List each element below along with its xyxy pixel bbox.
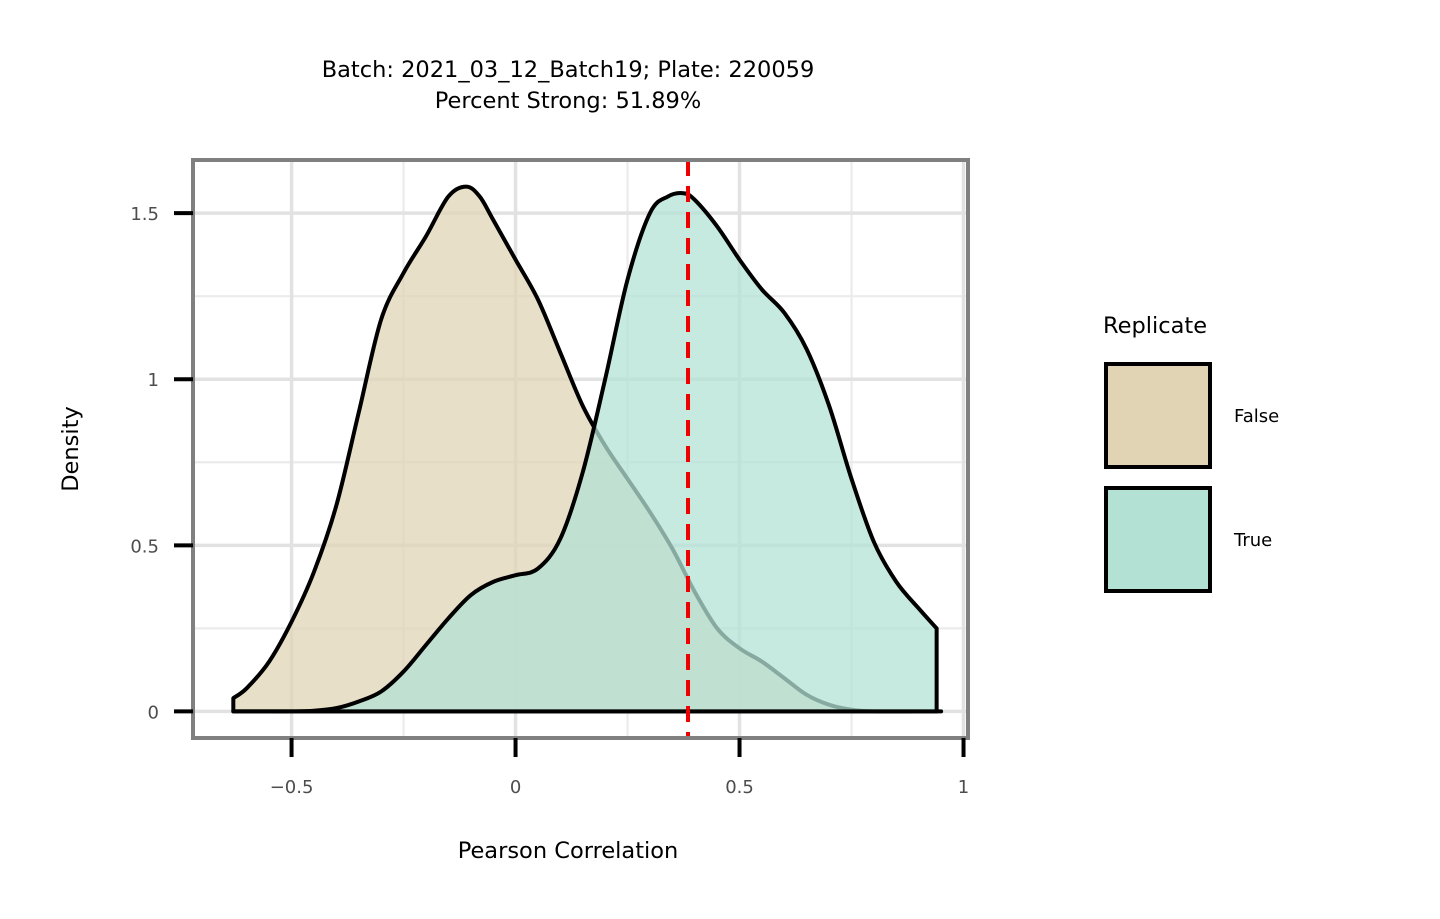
legend-swatch-false (1104, 362, 1212, 469)
x-tick-label: 1 (958, 777, 969, 798)
density-area-true (231, 191, 939, 714)
y-tick-label: 0.5 (130, 536, 159, 557)
y-tick-label: 0 (148, 702, 159, 723)
chart-title: Batch: 2021_03_12_Batch19; Plate: 220059 (322, 57, 815, 83)
plot-panel-border (191, 158, 970, 740)
legend: Replicate False True (1103, 313, 1279, 593)
x-tick-label: 0.5 (725, 777, 754, 798)
legend-label-false: False (1234, 406, 1279, 427)
legend-entries: False True (1104, 362, 1279, 593)
chart-subtitle: Percent Strong: 51.89% (435, 88, 702, 114)
series-layer (231, 184, 944, 714)
legend-title: Replicate (1103, 313, 1207, 339)
y-tick-label: 1.5 (130, 204, 159, 225)
x-axis-label: Pearson Correlation (458, 838, 679, 864)
legend-label-true: True (1233, 530, 1272, 551)
axis-layer: −0.5 0 0.5 1 0 0.5 1 1.5 (130, 204, 969, 798)
y-tick-label: 1 (148, 370, 159, 391)
legend-swatch-true (1104, 486, 1212, 593)
x-tick-label: −0.5 (270, 777, 314, 798)
y-axis-label: Density (58, 406, 84, 492)
x-tick-label: 0 (510, 777, 521, 798)
